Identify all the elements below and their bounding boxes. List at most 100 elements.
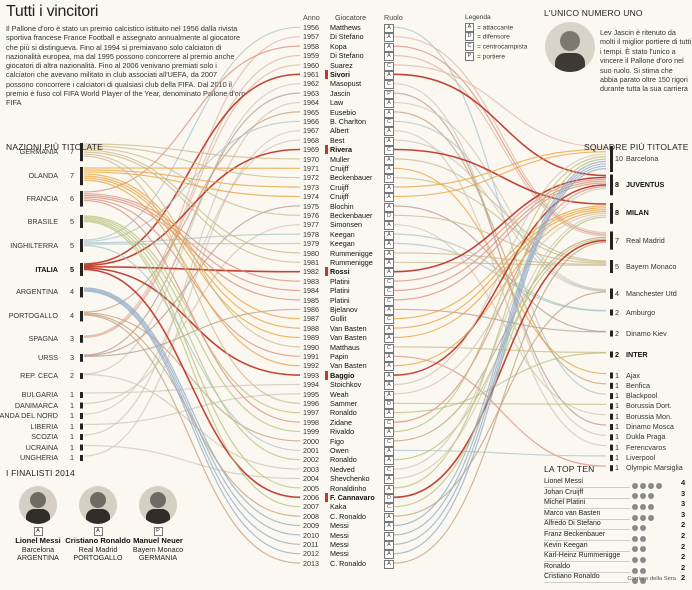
club-count: 1 xyxy=(615,401,619,410)
winner-role: A xyxy=(384,268,394,277)
winner-role: A xyxy=(384,24,394,33)
finalist-avatar xyxy=(19,486,57,524)
topten-count: 2 xyxy=(681,542,685,551)
nation-label: BRASILE xyxy=(28,217,58,226)
nation-label: OLANDA xyxy=(28,171,58,180)
winner-year: 1988 xyxy=(303,324,319,333)
nation-count: 5 xyxy=(70,241,74,250)
winner-role: A xyxy=(384,71,394,80)
winner-role: D xyxy=(384,400,394,409)
club-count: 1 xyxy=(615,432,619,441)
winner-player: Rummenigge xyxy=(330,249,373,258)
winner-year: 1957 xyxy=(303,32,319,41)
unico-heading: L'UNICO NUMERO UNO xyxy=(544,8,643,18)
topten-count: 2 xyxy=(681,531,685,540)
club-bar xyxy=(610,434,613,440)
winner-role: C xyxy=(384,503,394,512)
winner-year: 1961 xyxy=(303,70,319,79)
nation-bar xyxy=(80,413,83,419)
club-label: Bayern Monaco xyxy=(626,262,676,271)
nation-count: 1 xyxy=(70,422,74,431)
winner-role: A xyxy=(384,137,394,146)
winner-role: A xyxy=(384,33,394,42)
winner-year: 1971 xyxy=(303,164,319,173)
jascin-avatar xyxy=(545,22,595,72)
nation-count: 1 xyxy=(70,401,74,410)
club-count: 2 xyxy=(615,308,619,317)
winner-player: Messi xyxy=(330,531,349,540)
club-bar xyxy=(610,373,613,379)
winner-role: A xyxy=(384,409,394,418)
club-bar xyxy=(610,289,613,299)
winner-player: Di Stefano xyxy=(330,32,364,41)
winner-role: A xyxy=(384,156,394,165)
winner-player: B. Charlton xyxy=(330,117,366,126)
topten-count: 2 xyxy=(681,573,685,582)
winner-player: Beckenbauer xyxy=(330,211,372,220)
club-bar xyxy=(610,260,613,273)
club-bar xyxy=(610,352,613,358)
legend-item: P= portiere xyxy=(465,52,527,62)
club-bar xyxy=(610,175,613,196)
club-label: Liverpool xyxy=(626,453,655,462)
nation-count: 6 xyxy=(70,194,74,203)
winner-role: A xyxy=(384,456,394,465)
winner-year: 1980 xyxy=(303,249,319,258)
nation-bar xyxy=(80,239,83,252)
winner-player: Messi xyxy=(330,549,349,558)
winner-player: Rossi xyxy=(325,267,350,276)
nation-count: 5 xyxy=(70,217,74,226)
winner-player: Owen xyxy=(330,446,349,455)
winner-year: 2005 xyxy=(303,484,319,493)
topten-dots xyxy=(632,530,648,540)
winner-player: Matthews xyxy=(330,23,361,32)
winner-year: 1960 xyxy=(303,61,319,70)
legend-label: = portiere xyxy=(477,53,505,60)
winner-year: 1968 xyxy=(303,136,319,145)
winner-year: 1984 xyxy=(303,286,319,295)
winner-role: A xyxy=(384,184,394,193)
nation-bar xyxy=(80,424,83,430)
winner-year: 2009 xyxy=(303,521,319,530)
winner-role: A xyxy=(384,193,394,202)
winner-player: Papin xyxy=(330,352,348,361)
nation-label: INGHILTERRA xyxy=(10,241,58,250)
winner-role: A xyxy=(384,362,394,371)
nation-label: PORTOGALLO xyxy=(9,311,58,320)
club-flow-line xyxy=(394,187,606,422)
winner-role: A xyxy=(384,52,394,61)
nation-bar xyxy=(80,215,83,228)
club-label: Borussia Mon. xyxy=(626,412,672,421)
winner-player: Weah xyxy=(330,390,349,399)
winner-role: P xyxy=(384,90,394,99)
winner-role: A xyxy=(384,240,394,249)
winner-year: 1983 xyxy=(303,277,319,286)
winner-player: Ronaldo xyxy=(330,408,357,417)
winner-year: 2002 xyxy=(303,455,319,464)
winner-player: Di Stefano xyxy=(330,51,364,60)
club-label: MILAN xyxy=(626,208,649,217)
winner-player: Rivera xyxy=(325,145,352,154)
nation-label: UNGHERIA xyxy=(20,453,58,462)
nation-label: REP. CECA xyxy=(20,371,58,380)
winner-player: Ronaldo xyxy=(330,455,357,464)
winner-role: A xyxy=(384,513,394,522)
winner-year: 1995 xyxy=(303,390,319,399)
nation-bar xyxy=(80,354,83,362)
winner-player: Messi xyxy=(330,521,349,530)
winner-role: A xyxy=(384,428,394,437)
club-label: Barcelona xyxy=(626,154,658,163)
winner-role: C xyxy=(384,466,394,475)
topten-dots xyxy=(632,562,648,572)
winner-role: D xyxy=(384,174,394,183)
topten-dots xyxy=(632,551,648,561)
finalist-role: A xyxy=(34,527,43,536)
club-label: Ajax xyxy=(626,371,640,380)
winner-player: Cruijff xyxy=(330,164,349,173)
winner-year: 1991 xyxy=(303,352,319,361)
winner-player: Figo xyxy=(330,437,344,446)
topten-count: 2 xyxy=(681,563,685,572)
club-count: 1 xyxy=(615,453,619,462)
topten-name: Karl-Heinz Rummenigge xyxy=(544,551,630,562)
winner-role: A xyxy=(384,250,394,259)
